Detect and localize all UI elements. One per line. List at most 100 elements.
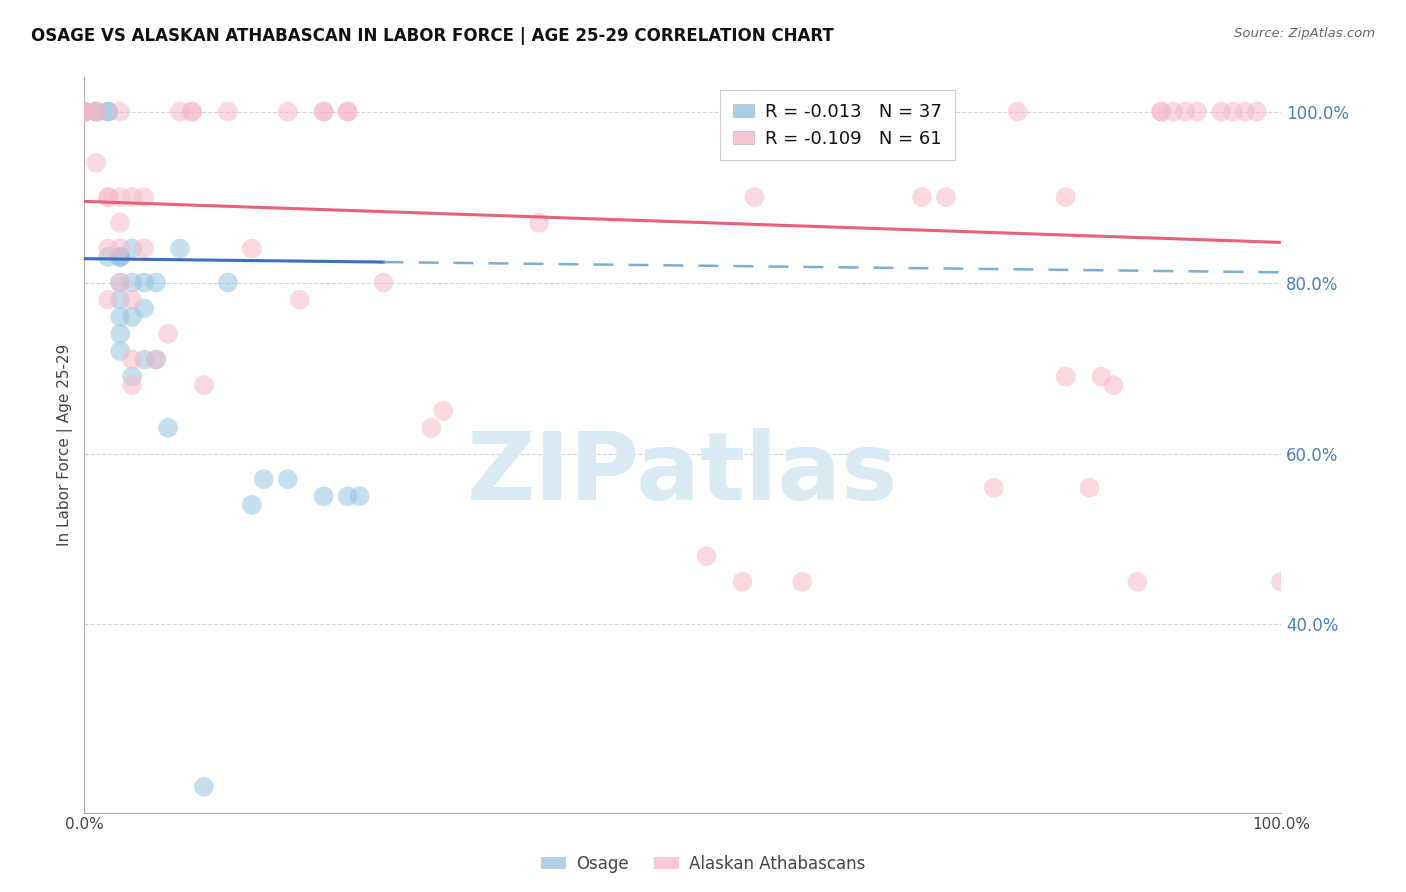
Point: [169, 104, 191, 119]
Point: [108, 250, 131, 264]
Point: [97, 293, 120, 307]
Point: [851, 104, 873, 119]
Point: [839, 104, 862, 119]
Point: [181, 104, 204, 119]
Point: [84, 104, 107, 119]
Point: [373, 276, 395, 290]
Point: [84, 104, 107, 119]
Point: [121, 190, 143, 204]
Point: [312, 489, 335, 503]
Point: [134, 190, 156, 204]
Point: [145, 352, 167, 367]
Point: [108, 293, 131, 307]
Point: [84, 104, 107, 119]
Point: [1150, 104, 1173, 119]
Point: [1054, 190, 1077, 204]
Point: [97, 250, 120, 264]
Point: [181, 104, 204, 119]
Point: [108, 343, 131, 358]
Point: [73, 104, 96, 119]
Point: [108, 190, 131, 204]
Point: [157, 326, 180, 341]
Legend: R = -0.013   N = 37, R = -0.109   N = 61: R = -0.013 N = 37, R = -0.109 N = 61: [720, 90, 955, 161]
Point: [792, 574, 814, 589]
Point: [73, 104, 96, 119]
Point: [134, 301, 156, 316]
Point: [349, 489, 371, 503]
Point: [84, 104, 107, 119]
Point: [217, 104, 239, 119]
Point: [288, 293, 311, 307]
Text: OSAGE VS ALASKAN ATHABASCAN IN LABOR FORCE | AGE 25-29 CORRELATION CHART: OSAGE VS ALASKAN ATHABASCAN IN LABOR FOR…: [31, 27, 834, 45]
Point: [696, 549, 718, 563]
Point: [108, 310, 131, 324]
Point: [527, 216, 550, 230]
Point: [1090, 369, 1112, 384]
Point: [1174, 104, 1197, 119]
Point: [193, 780, 215, 794]
Point: [157, 421, 180, 435]
Point: [97, 104, 120, 119]
Point: [121, 241, 143, 255]
Point: [312, 104, 335, 119]
Point: [73, 104, 96, 119]
Point: [121, 276, 143, 290]
Point: [121, 352, 143, 367]
Point: [108, 276, 131, 290]
Point: [134, 241, 156, 255]
Point: [108, 104, 131, 119]
Point: [121, 369, 143, 384]
Point: [1126, 574, 1149, 589]
Point: [1078, 481, 1101, 495]
Point: [145, 276, 167, 290]
Point: [935, 190, 957, 204]
Point: [121, 293, 143, 307]
Point: [108, 276, 131, 290]
Point: [1270, 574, 1292, 589]
Point: [73, 104, 96, 119]
Point: [1007, 104, 1029, 119]
Point: [432, 404, 454, 418]
Point: [73, 104, 96, 119]
Point: [1185, 104, 1208, 119]
Point: [145, 352, 167, 367]
Point: [1102, 378, 1125, 392]
Point: [253, 472, 276, 486]
Point: [73, 104, 96, 119]
Point: [108, 250, 131, 264]
Point: [108, 216, 131, 230]
Point: [312, 104, 335, 119]
Text: Source: ZipAtlas.com: Source: ZipAtlas.com: [1234, 27, 1375, 40]
Point: [731, 574, 754, 589]
Point: [1234, 104, 1257, 119]
Point: [108, 241, 131, 255]
Point: [73, 104, 96, 119]
Point: [97, 190, 120, 204]
Legend: Osage, Alaskan Athabascans: Osage, Alaskan Athabascans: [534, 848, 872, 880]
Point: [1150, 104, 1173, 119]
Point: [97, 104, 120, 119]
Point: [134, 352, 156, 367]
Point: [84, 156, 107, 170]
Point: [121, 378, 143, 392]
Point: [1222, 104, 1244, 119]
Y-axis label: In Labor Force | Age 25-29: In Labor Force | Age 25-29: [58, 343, 73, 546]
Point: [336, 489, 359, 503]
Point: [240, 498, 263, 512]
Point: [97, 241, 120, 255]
Point: [1246, 104, 1268, 119]
Point: [108, 326, 131, 341]
Point: [1211, 104, 1233, 119]
Point: [73, 104, 96, 119]
Point: [1054, 369, 1077, 384]
Point: [744, 190, 766, 204]
Point: [217, 276, 239, 290]
Point: [336, 104, 359, 119]
Point: [240, 241, 263, 255]
Point: [121, 310, 143, 324]
Point: [1161, 104, 1184, 119]
Point: [277, 104, 299, 119]
Point: [336, 104, 359, 119]
Point: [169, 241, 191, 255]
Point: [983, 481, 1005, 495]
